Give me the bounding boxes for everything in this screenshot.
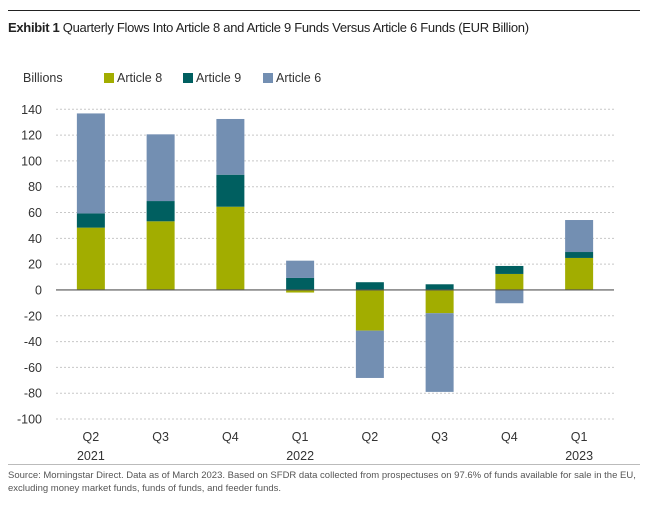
bar-article-8 <box>355 289 384 331</box>
footer-rule <box>8 464 640 465</box>
bar-article-6 <box>425 313 454 392</box>
stacked-bar-chart: 140 120 100 80 60 40 20 0 -20 -40 -60 -80 -100 Q2 2021… <box>17 103 614 463</box>
bar-article-8 <box>76 227 105 290</box>
y-tick-label: 80 <box>28 180 42 194</box>
x-tick-label: Q4 <box>222 430 239 444</box>
title-text: Quarterly Flows Into Article 8 and Artic… <box>62 20 529 35</box>
bar-article-9 <box>286 277 315 290</box>
y-tick-label: -60 <box>24 361 42 375</box>
legend-article-6: Article 6 <box>263 71 321 85</box>
bar-article-6 <box>565 220 594 253</box>
source-note: Source: Morningstar Direct. Data as of M… <box>8 470 636 494</box>
legend-label: Article 6 <box>276 71 322 85</box>
legend-article-8: Article 8 <box>104 71 162 85</box>
y-tick-label: 120 <box>21 129 42 143</box>
bar-article-8 <box>286 289 315 293</box>
x-tick-label: Q1 <box>571 430 588 444</box>
bar-article-6 <box>355 330 384 378</box>
legend-article-9: Article 9 <box>183 71 241 85</box>
bar-article-9 <box>76 213 105 228</box>
bar-article-6 <box>146 134 175 202</box>
bar-article-6 <box>216 118 245 175</box>
y-tick-label: 20 <box>28 258 42 272</box>
bar-article-9 <box>565 252 594 258</box>
y-tick-label: 100 <box>21 154 42 168</box>
legend-label: Article 8 <box>117 71 163 85</box>
chart-title: Exhibit 1 Quarterly Flows Into Article 8… <box>8 20 529 35</box>
y-axis-label: Billions <box>23 71 63 85</box>
exhibit-label: Exhibit 1 <box>8 20 60 35</box>
x-tick-year: 2022 <box>286 449 314 463</box>
bar-article-9 <box>495 265 524 274</box>
bar-article-6 <box>286 260 315 278</box>
legend-label: Article 9 <box>196 71 242 85</box>
y-tick-label: 140 <box>21 103 42 117</box>
bar-article-6 <box>76 113 105 214</box>
bar-article-8 <box>146 221 175 290</box>
bar-article-8 <box>216 206 245 290</box>
y-tick-label: 60 <box>28 206 42 220</box>
x-tick-label: Q2 <box>83 430 100 444</box>
legend-swatch <box>183 73 193 83</box>
bar-article-9 <box>355 282 384 290</box>
y-tick-label: 40 <box>28 232 42 246</box>
x-tick-label: Q3 <box>152 430 169 444</box>
x-tick-label: Q3 <box>431 430 448 444</box>
legend-swatch <box>104 73 114 83</box>
x-tick-label: Q1 <box>292 430 309 444</box>
bar-article-9 <box>216 174 245 207</box>
bar-article-9 <box>425 284 454 290</box>
bar-article-8 <box>495 273 524 290</box>
x-tick-year: 2021 <box>77 449 105 463</box>
y-tick-label: 0 <box>35 283 42 297</box>
y-tick-label: -80 <box>24 387 42 401</box>
x-tick-label: Q4 <box>501 430 518 444</box>
y-tick-label: -20 <box>24 309 42 323</box>
bar-article-8 <box>425 289 454 314</box>
y-tick-label: -40 <box>24 335 42 349</box>
bar-article-6 <box>495 289 524 304</box>
y-tick-label: -100 <box>17 413 42 427</box>
bar-article-9 <box>146 201 175 222</box>
x-tick-year: 2023 <box>565 449 593 463</box>
bar-article-8 <box>565 257 594 290</box>
x-tick-label: Q2 <box>362 430 379 444</box>
top-rule <box>8 10 640 11</box>
legend-swatch <box>263 73 273 83</box>
